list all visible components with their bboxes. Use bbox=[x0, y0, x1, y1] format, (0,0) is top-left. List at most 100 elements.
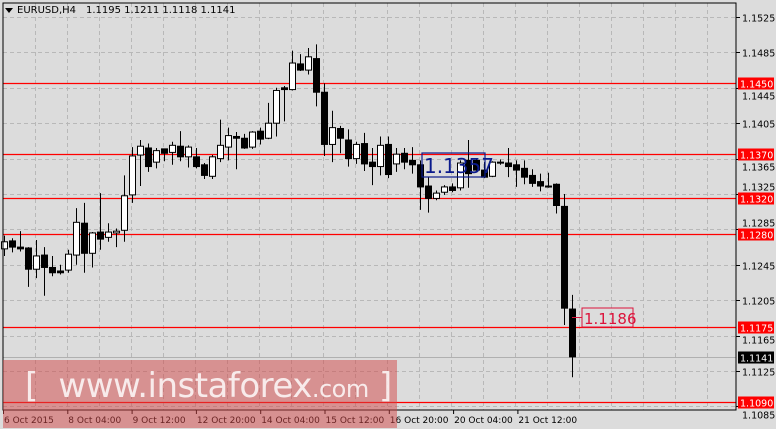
candle-bullish bbox=[393, 153, 400, 165]
candle-bullish bbox=[33, 255, 40, 270]
level-price-label: 1.1370 bbox=[740, 151, 773, 162]
candle-bearish bbox=[369, 161, 376, 168]
candle-bearish bbox=[361, 143, 368, 165]
price-tick-label: 1.1205 bbox=[742, 297, 775, 308]
candle-bearish bbox=[473, 159, 480, 171]
symbol-label: EURUSD,H4 bbox=[17, 5, 77, 16]
candle-bullish bbox=[433, 192, 440, 199]
candle-bearish bbox=[177, 145, 184, 158]
candle-bullish bbox=[113, 230, 120, 234]
candle-bullish bbox=[185, 146, 192, 158]
candles bbox=[1, 44, 576, 378]
candle-bullish bbox=[209, 156, 216, 177]
current-price-label: 1.1141 bbox=[740, 354, 773, 365]
candle-bearish bbox=[553, 183, 560, 207]
candle-bullish bbox=[169, 144, 176, 153]
candle-bullish bbox=[1, 241, 8, 250]
candle-bearish bbox=[505, 162, 512, 168]
candle-bearish bbox=[345, 139, 352, 160]
candle-bullish bbox=[497, 161, 504, 164]
candle-bullish bbox=[65, 253, 72, 271]
price-tick-label: 1.1405 bbox=[742, 120, 775, 131]
level-price-label: 1.1280 bbox=[740, 231, 773, 242]
watermark-bracket-close: ] bbox=[379, 366, 392, 406]
annotation-box-1186 bbox=[581, 307, 634, 328]
candle-bullish bbox=[489, 161, 496, 177]
candle-bullish bbox=[217, 144, 224, 160]
candle-bearish bbox=[257, 130, 264, 140]
candle-bearish bbox=[161, 148, 168, 154]
watermark-tld: .com bbox=[311, 375, 369, 403]
candle-bullish bbox=[153, 150, 160, 163]
level-price-tag bbox=[738, 77, 774, 90]
price-tick-label: 1.1165 bbox=[742, 336, 775, 347]
level-price-label: 1.1090 bbox=[740, 399, 773, 410]
price-tick-label: 1.1285 bbox=[742, 219, 775, 230]
candle-bullish bbox=[73, 221, 80, 256]
candle-bearish bbox=[193, 156, 200, 168]
annotations: 1.1357 1.1186 bbox=[421, 152, 637, 328]
price-tick-label: 1.1325 bbox=[742, 183, 775, 194]
level-price-tag bbox=[738, 192, 774, 205]
candle-bullish bbox=[457, 162, 464, 189]
candle-bearish bbox=[233, 135, 240, 139]
candle-bearish bbox=[521, 167, 528, 178]
candle-bearish bbox=[25, 247, 32, 270]
level-price-tag bbox=[738, 148, 774, 161]
candle-bearish bbox=[449, 186, 456, 191]
candle-bearish bbox=[337, 128, 344, 139]
level-price-label: 1.1320 bbox=[740, 195, 773, 206]
level-price-tag bbox=[738, 228, 774, 241]
candle-bullish bbox=[225, 135, 232, 148]
dropdown-triangle-icon[interactable] bbox=[5, 8, 13, 13]
candle-bullish bbox=[121, 195, 128, 231]
candle-bullish bbox=[89, 232, 96, 254]
price-tick-label: 1.1085 bbox=[742, 411, 775, 422]
level-price-label: 1.1175 bbox=[740, 324, 773, 335]
candle-bearish bbox=[545, 185, 552, 188]
candle-bearish bbox=[297, 63, 304, 71]
candle-bearish bbox=[409, 159, 416, 166]
candle-bearish bbox=[401, 152, 408, 163]
candle-bullish bbox=[105, 231, 112, 238]
candle-bullish bbox=[305, 56, 312, 71]
annotation-label-1357: 1.1357 bbox=[424, 154, 494, 178]
candle-bearish bbox=[561, 205, 568, 309]
candle-bearish bbox=[145, 147, 152, 168]
watermark-bracket-open: [ bbox=[25, 366, 38, 406]
candle-bearish bbox=[537, 181, 544, 187]
candle-bearish bbox=[41, 254, 48, 268]
time-tick-label: 21 Oct 12:00 bbox=[518, 416, 577, 426]
time-tick-label: 16 Oct 20:00 bbox=[390, 416, 449, 426]
candle-bearish bbox=[529, 174, 536, 184]
instaforex-watermark: [ www.instaforex.com ] bbox=[3, 360, 397, 428]
price-axis[interactable]: 1.1525 1.1485 1.1445 1.1405 1.1365 1.1325 1.12… bbox=[736, 14, 775, 422]
candle-bearish bbox=[9, 240, 16, 248]
candle-bearish bbox=[425, 185, 432, 199]
candle-bullish bbox=[129, 155, 136, 196]
candle-bearish bbox=[417, 164, 424, 188]
candle-bullish bbox=[289, 62, 296, 91]
candle-bearish bbox=[465, 159, 472, 175]
candle-bearish bbox=[17, 246, 24, 250]
price-tick-label: 1.1125 bbox=[742, 368, 775, 379]
candle-bullish bbox=[273, 89, 280, 124]
candle-bullish bbox=[377, 144, 384, 168]
candle-bullish bbox=[249, 131, 256, 148]
candle-bearish bbox=[313, 58, 320, 93]
level-price-label: 1.1450 bbox=[740, 80, 773, 91]
candle-bullish bbox=[137, 145, 144, 156]
ohlc-label: 1.1195 1.1211 1.1118 1.1141 bbox=[86, 5, 236, 16]
candle-bullish bbox=[265, 122, 272, 139]
candle-bearish bbox=[57, 270, 64, 274]
level-price-tag bbox=[738, 321, 774, 334]
annotation-label-1186: 1.1186 bbox=[584, 310, 637, 328]
annotation-box-1357 bbox=[421, 152, 486, 178]
price-tick-label: 1.1445 bbox=[742, 92, 775, 103]
chart-header: EURUSD,H4 1.1195 1.1211 1.1118 1.1141 bbox=[5, 5, 236, 16]
candle-bearish bbox=[241, 137, 248, 149]
level-price-tag bbox=[738, 396, 774, 409]
candle-bearish bbox=[97, 231, 104, 240]
candle-bearish bbox=[81, 222, 88, 254]
